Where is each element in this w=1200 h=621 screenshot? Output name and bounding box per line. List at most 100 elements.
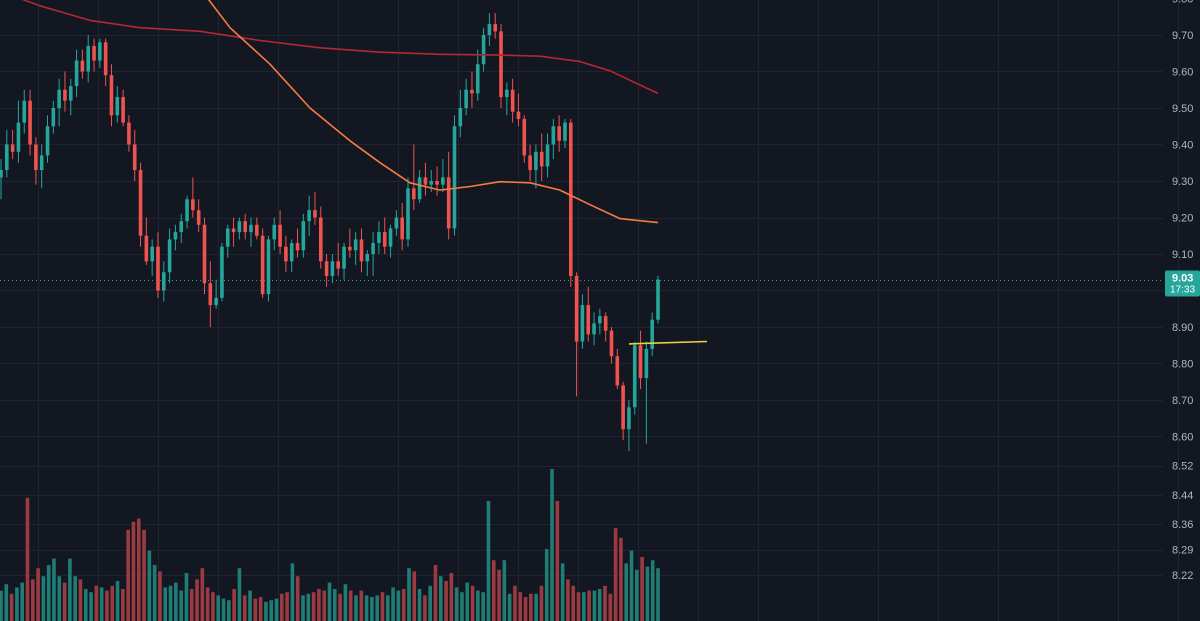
candle	[45, 115, 50, 163]
candle-body	[406, 188, 410, 240]
volume-bar	[280, 593, 284, 621]
candle-body	[156, 246, 160, 291]
candle	[22, 89, 27, 134]
current-price-badge: 9.03 17:33	[1165, 270, 1200, 297]
candle	[598, 308, 602, 335]
candle-body	[417, 177, 422, 200]
candle	[220, 243, 224, 302]
volume-bar	[189, 589, 194, 621]
volume-bar	[629, 550, 634, 621]
candle-body	[208, 283, 213, 306]
candle-body	[74, 60, 79, 87]
volume-bar	[370, 597, 374, 621]
volume-bar	[195, 579, 199, 621]
candle-body	[592, 323, 596, 335]
drawn-trend-line[interactable]	[628, 340, 708, 345]
candle-body	[528, 155, 532, 171]
volume-bar	[242, 595, 247, 621]
candle	[103, 38, 108, 87]
candle	[68, 78, 73, 116]
candle	[74, 49, 79, 98]
price-tick-label: 9.80	[1172, 0, 1193, 6]
candle-body	[231, 228, 236, 233]
price-axis[interactable]: 9.80 9.70 9.60 9.50 9.40 9.30 9.20 9.10 8.90 8.80…	[1165, 0, 1200, 582]
candle-body	[522, 118, 527, 156]
candle	[627, 400, 631, 452]
candle-body	[144, 235, 149, 262]
moving-average-line	[21, 0, 659, 95]
candle-body	[499, 31, 503, 98]
volume-bar	[523, 597, 528, 621]
candle	[592, 312, 596, 346]
candle-body	[249, 224, 253, 233]
candle-body	[632, 345, 637, 408]
candle	[475, 49, 480, 101]
candle	[34, 137, 38, 185]
candle-body	[557, 126, 561, 141]
candle	[336, 243, 341, 276]
volume-bar	[348, 590, 353, 621]
volume-bar	[401, 589, 406, 621]
candle	[353, 232, 358, 265]
price-tick-label: 9.10	[1172, 249, 1193, 261]
candle-body	[435, 181, 439, 185]
candle-body	[301, 221, 306, 251]
volume-bar	[285, 592, 289, 621]
volume-bar	[491, 560, 496, 621]
volume-bar	[290, 563, 295, 621]
candle	[138, 162, 143, 247]
volume-bar	[433, 565, 438, 621]
volume-bar	[481, 592, 485, 621]
candle-body	[342, 246, 346, 269]
volume-bar	[62, 582, 67, 621]
volume-bar	[597, 589, 602, 621]
candle	[289, 239, 294, 273]
volume-bar	[306, 593, 311, 621]
candle	[632, 341, 637, 415]
volume-bar	[89, 592, 93, 621]
candle	[121, 89, 125, 127]
volume-bar	[200, 568, 205, 621]
volume-bar	[354, 595, 358, 621]
volume-bar	[274, 598, 279, 621]
candle	[516, 93, 521, 127]
candle	[28, 89, 32, 156]
volume-bar	[407, 568, 411, 621]
volume-bar	[163, 587, 168, 621]
volume-bar	[417, 589, 422, 621]
candle-body	[394, 217, 399, 229]
volume-bar	[507, 593, 512, 621]
current-price-badge-bg	[1165, 270, 1200, 297]
candle-body	[458, 108, 463, 127]
candle	[644, 341, 649, 444]
candle	[365, 250, 370, 276]
candle	[609, 327, 614, 364]
candle	[330, 254, 335, 284]
volume-bar	[184, 573, 189, 621]
volume-bar	[619, 537, 623, 621]
candle-body	[92, 45, 96, 61]
volume-bar	[650, 560, 655, 621]
candle-body	[278, 224, 282, 247]
volume-bar	[253, 598, 258, 621]
candle	[382, 217, 387, 254]
candle	[179, 213, 184, 244]
candle	[202, 217, 207, 295]
candle	[150, 239, 154, 276]
candle-body	[388, 228, 393, 247]
candle	[371, 232, 375, 276]
volume-bar	[205, 587, 210, 621]
candle-body	[510, 89, 515, 112]
candle	[51, 100, 56, 134]
volume-bar	[68, 558, 72, 621]
volume-bar	[211, 592, 215, 621]
horizontal-line[interactable]	[628, 340, 708, 345]
candle-body	[353, 239, 358, 251]
volume-bar	[608, 593, 613, 621]
candle	[284, 235, 288, 273]
candle	[225, 224, 230, 258]
volume-bar	[152, 565, 157, 621]
candle-body	[132, 144, 137, 171]
